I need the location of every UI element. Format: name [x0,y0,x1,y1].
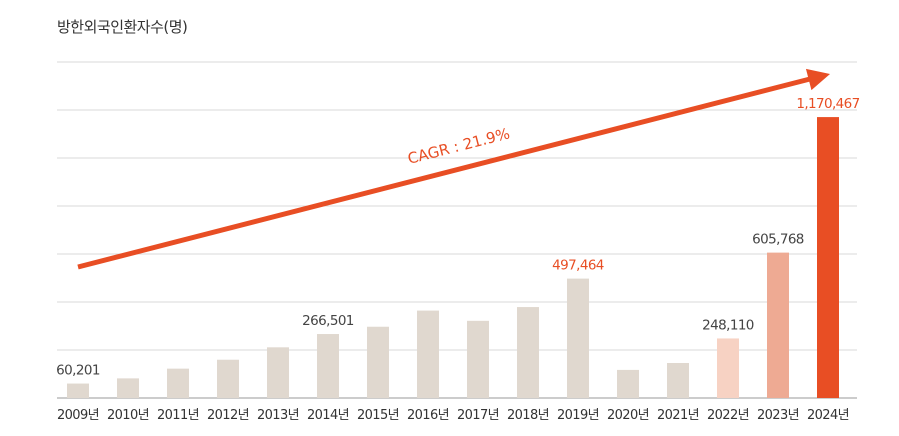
data-label: 266,501 [302,313,354,329]
cagr-arrow-head [805,68,830,91]
bar-2011년 [167,368,189,398]
bar-2015년 [367,326,389,398]
x-tick-label: 2023년 [757,408,799,423]
data-label: 60,201 [56,363,100,379]
x-tick-label: 2009년 [57,408,99,423]
bar-2021년 [667,362,689,398]
bar-2020년 [617,369,639,398]
x-tick-label: 2014년 [307,408,349,423]
bar-2010년 [117,378,139,398]
bar-2018년 [517,307,539,398]
data-labels: 60,201 266,501 497,464 248,110 605,768 1,170,… [56,96,860,379]
bar-2013년 [267,347,289,398]
bar-2024년 [817,117,839,398]
cagr-arrow-shaft [77,76,811,270]
x-tick-label: 2011년 [157,408,199,423]
x-tick-label: 2015년 [357,408,399,423]
x-tick-label: 2012년 [207,408,249,423]
x-axis-ticks: 2009년 2010년 2011년 2012년 2013년 2014년 2015년 2016년… [57,408,850,423]
bar-2014년 [317,334,339,398]
x-tick-label: 2018년 [507,408,549,423]
data-label: 1,170,467 [796,96,859,112]
x-tick-label: 2022년 [707,408,749,423]
x-tick-label: 2020년 [607,408,649,423]
gridlines [57,61,857,399]
x-tick-label: 2013년 [257,408,299,423]
bar-2023년 [767,252,789,398]
bar-2017년 [467,320,489,398]
x-tick-label: 2017년 [457,408,499,423]
chart-title: 방한외국인환자수(명) [57,18,188,36]
x-tick-label: 2021년 [657,408,699,423]
data-label: 605,768 [752,232,804,248]
cagr-arrow: CAGR : 21.9% [77,68,830,270]
bar-2009년 [67,383,89,398]
x-tick-label: 2019년 [557,408,599,423]
bar-2012년 [217,359,239,398]
bars [67,117,839,398]
x-tick-label: 2016년 [407,408,449,423]
bar-2019년 [567,278,589,398]
data-label: 497,464 [552,258,604,274]
data-label: 248,110 [702,317,754,333]
x-tick-label: 2024년 [807,408,849,423]
bar-2016년 [417,310,439,398]
x-tick-label: 2010년 [107,408,149,423]
bar-2022년 [717,338,739,398]
